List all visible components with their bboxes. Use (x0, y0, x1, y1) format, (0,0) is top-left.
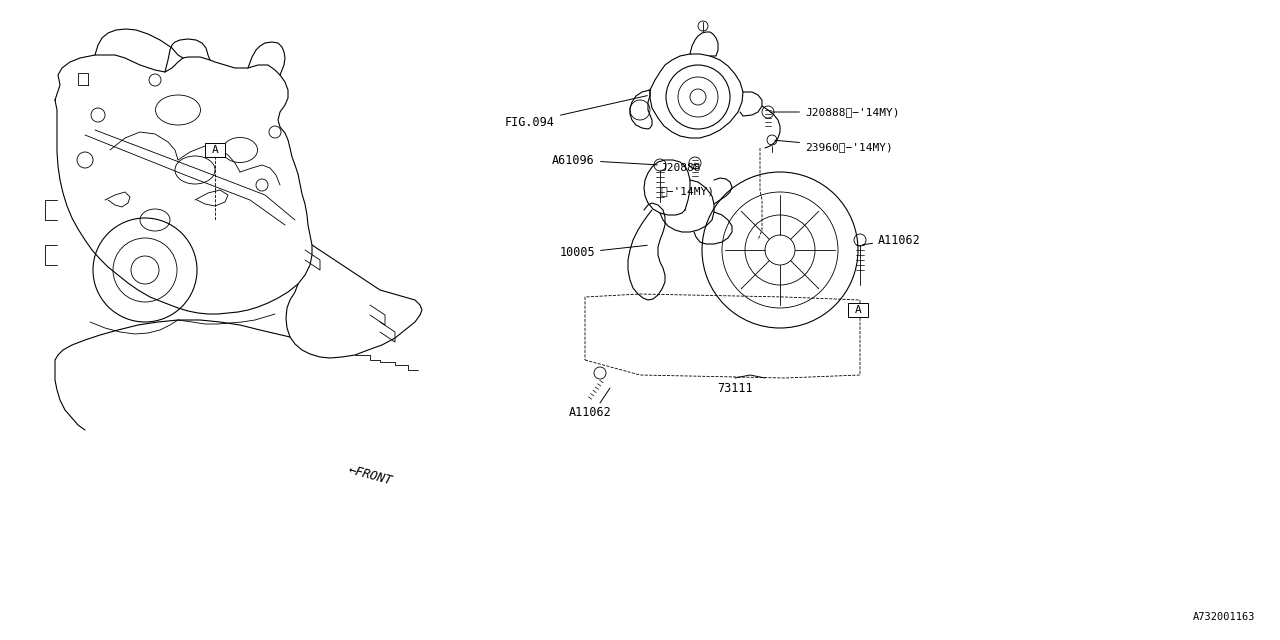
Text: A732001163: A732001163 (1193, 612, 1254, 622)
FancyBboxPatch shape (205, 143, 225, 157)
Text: ←FRONT: ←FRONT (347, 463, 393, 487)
Text: J20888（−'14MY): J20888（−'14MY) (771, 107, 900, 117)
Text: A: A (211, 145, 219, 155)
FancyBboxPatch shape (849, 303, 868, 317)
Text: 73111: 73111 (717, 381, 753, 394)
Text: 23960（−'14MY): 23960（−'14MY) (774, 140, 892, 152)
Text: 10005: 10005 (559, 245, 648, 259)
Text: FIG.094: FIG.094 (506, 95, 648, 129)
Text: J20888: J20888 (660, 163, 700, 173)
Text: A11062: A11062 (863, 234, 920, 246)
Text: A61096: A61096 (552, 154, 657, 166)
Text: （−'14MY): （−'14MY) (660, 186, 714, 196)
Text: A: A (855, 305, 861, 315)
Text: A11062: A11062 (568, 406, 612, 419)
